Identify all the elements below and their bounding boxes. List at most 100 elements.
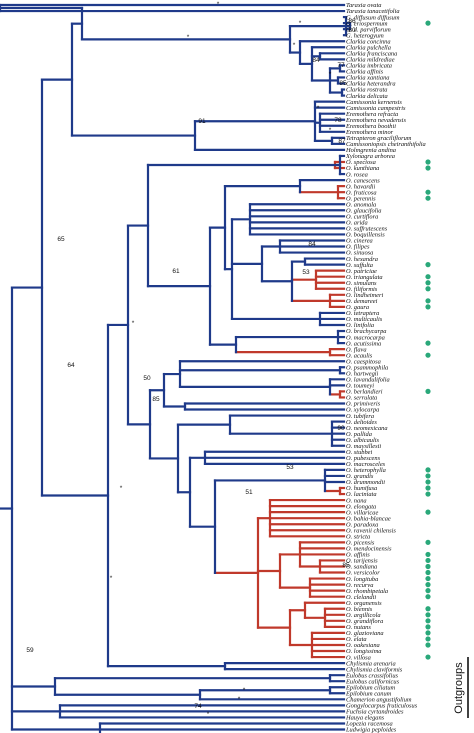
taxon-label: O. filipes bbox=[346, 244, 370, 251]
trait-dot bbox=[425, 304, 431, 310]
taxon-label: O. picensis bbox=[346, 540, 375, 547]
taxon-label: O. versicolor bbox=[346, 570, 380, 577]
support-value: 85 bbox=[152, 396, 160, 403]
trait-dot bbox=[425, 618, 431, 624]
taxon-label: Chamerion angustifolium bbox=[346, 697, 412, 704]
taxon-label: Camissonia campestris bbox=[346, 105, 406, 112]
taxon-label: Eulobus californicus bbox=[345, 678, 400, 685]
taxon-label: Eulobus crassifolius bbox=[345, 672, 399, 679]
support-value: 65 bbox=[57, 236, 65, 243]
taxon-label: Lopezia racemosa bbox=[345, 721, 393, 728]
taxon-label: O. nana bbox=[346, 497, 367, 504]
trait-dot bbox=[425, 280, 431, 286]
support-values: *** 8680*8477*8591*78*8765618453645085905… bbox=[26, 1, 356, 718]
taxon-label: Clarkia concinna bbox=[346, 38, 391, 45]
trait-dot bbox=[425, 159, 431, 165]
taxon-label: Clarkia mildrediae bbox=[346, 57, 395, 64]
taxon-label: O. organensis bbox=[346, 600, 382, 607]
support-value: * bbox=[317, 105, 320, 112]
support-value: 50 bbox=[143, 375, 151, 382]
support-value: 78 bbox=[334, 117, 342, 124]
taxon-label: Gongylocarpus fruticulosus bbox=[346, 703, 418, 710]
taxon-label: O. macrocarpa bbox=[346, 334, 385, 341]
taxon-label: O. elata bbox=[346, 636, 367, 643]
taxon-label: Clarkia affinis bbox=[346, 69, 384, 76]
taxon-label: Epilobium canum bbox=[345, 690, 392, 697]
trait-dot bbox=[425, 557, 431, 564]
taxon-label: O. boquillensis bbox=[346, 232, 385, 239]
taxon-label: O. caespitosa bbox=[346, 358, 381, 365]
support-value: * bbox=[299, 20, 302, 27]
taxon-label: Hauya elegans bbox=[345, 715, 385, 722]
tree-branches bbox=[0, 3, 352, 733]
taxon-label: Eremothera minor bbox=[345, 129, 394, 136]
taxon-label: O. cinerea bbox=[346, 238, 373, 245]
support-value: 51 bbox=[245, 489, 253, 496]
taxon-label: O. humifusa bbox=[346, 485, 377, 492]
taxon-label: O. biennis bbox=[346, 606, 373, 613]
taxon-label: O. mendocinensis bbox=[346, 546, 392, 553]
support-value: * bbox=[110, 575, 113, 582]
support-value: * bbox=[120, 485, 123, 492]
taxon-label: O. tetraptera bbox=[346, 310, 379, 317]
taxon-label: O. perennis bbox=[346, 195, 376, 202]
taxon-label: O. argillicola bbox=[346, 612, 381, 619]
taxon-label: O. multicaulis bbox=[346, 316, 383, 323]
taxon-label: O. tarijensis bbox=[346, 558, 378, 565]
support-value: 59 bbox=[26, 647, 34, 654]
taxon-label: Fuchsia cyrtandroides bbox=[345, 709, 404, 716]
taxon-label: Chylismia claviformis bbox=[346, 666, 403, 673]
support-value: * bbox=[293, 42, 296, 49]
trait-dot bbox=[425, 485, 431, 491]
taxon-label: O. stricta bbox=[346, 534, 370, 541]
taxon-label: O. hartwegii bbox=[346, 370, 379, 377]
taxon-label: Camissoniopsis cheiranthifolia bbox=[346, 141, 426, 148]
taxon-label: O. villaricae bbox=[346, 509, 378, 516]
trait-dot bbox=[425, 539, 431, 545]
support-value: * bbox=[243, 687, 246, 694]
taxon-label: O. oakesiana bbox=[346, 642, 380, 649]
trait-markers bbox=[425, 20, 431, 660]
taxon-label: O. canescens bbox=[346, 177, 380, 184]
taxon-label: Clarkia imbricata bbox=[346, 63, 392, 70]
taxon-label: O. hexandra bbox=[346, 256, 378, 263]
trait-dot bbox=[425, 582, 431, 588]
taxon-label: Clarkia pulchella bbox=[346, 44, 391, 51]
taxon-label: O. laciniata bbox=[346, 491, 377, 498]
taxon-label: O. anomala bbox=[346, 201, 376, 208]
support-value: 64 bbox=[67, 362, 75, 369]
support-value: 85 bbox=[342, 562, 350, 569]
trait-dot bbox=[425, 630, 431, 636]
taxon-label: O. elongata bbox=[346, 503, 376, 510]
support-value: 85 bbox=[339, 80, 347, 87]
taxon-label: O. nutans bbox=[346, 624, 371, 631]
support-value: 86 bbox=[348, 18, 356, 25]
taxon-label: O. pubescens bbox=[346, 455, 381, 462]
trait-dot bbox=[425, 606, 431, 612]
support-value: 74 bbox=[194, 703, 202, 710]
support-value: 53 bbox=[302, 269, 310, 276]
trait-dot bbox=[425, 165, 431, 171]
trait-dot bbox=[425, 195, 431, 201]
taxon-label: Eremothera boothii bbox=[345, 123, 396, 130]
support-value: 80 bbox=[348, 27, 356, 34]
taxon-label: O. lavandulifolia bbox=[346, 377, 390, 384]
taxon-label: Taraxia tanacetifolia bbox=[346, 8, 400, 15]
taxon-label: Clarkia xantiana bbox=[346, 75, 390, 82]
taxon-label: Clarkia heterandra bbox=[346, 81, 396, 88]
taxon-label: O. neomexicana bbox=[346, 425, 388, 432]
trait-dot bbox=[425, 388, 431, 394]
support-value: 84 bbox=[312, 57, 320, 64]
taxon-label: Eremothera nevadensis bbox=[345, 117, 406, 124]
taxon-label: O. sandiana bbox=[346, 564, 377, 571]
trait-dot bbox=[425, 509, 431, 515]
trait-dot bbox=[425, 624, 431, 630]
taxon-label: Eremothera refracta bbox=[345, 111, 398, 118]
taxon-label: Taraxia ovata bbox=[346, 2, 381, 9]
taxon-label: O. linifolia bbox=[346, 322, 374, 329]
taxon-label: Tetrapteron graciliflorum bbox=[346, 135, 412, 142]
taxon-label: O. clelandii bbox=[346, 594, 376, 601]
taxon-label: O. glazioviana bbox=[346, 630, 384, 637]
trait-dot bbox=[425, 286, 431, 292]
taxon-label: O. toumeyi bbox=[346, 383, 374, 390]
